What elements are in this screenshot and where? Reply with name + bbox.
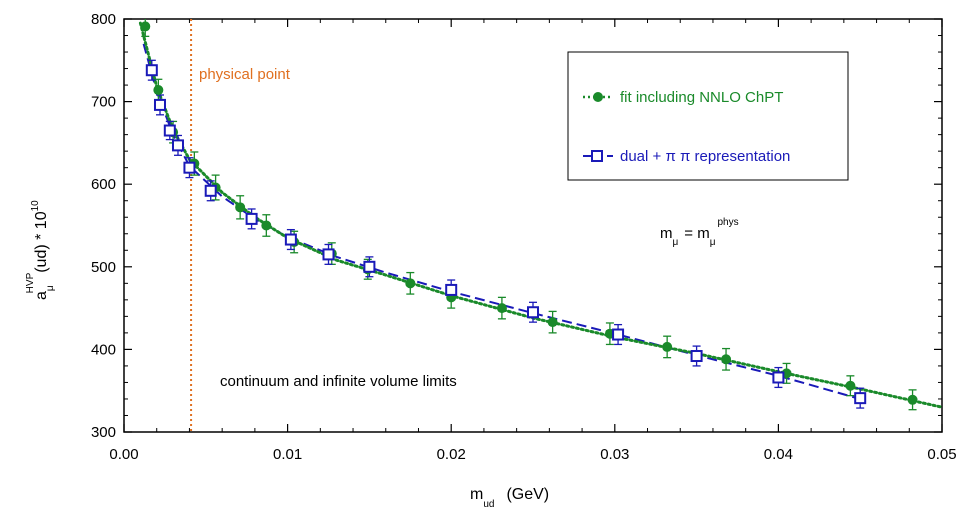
y-axis-sup: HVP (25, 272, 36, 293)
series-0-point (261, 220, 272, 231)
series-0-point (405, 278, 416, 289)
series-0-point (662, 341, 673, 352)
series-0-point (907, 394, 918, 405)
y-axis-mid: (ud) * 10 (33, 211, 50, 272)
series-1-point (612, 328, 625, 341)
mmu-m: m (660, 225, 673, 242)
series-1-point (322, 248, 335, 261)
series-0-point (235, 202, 246, 213)
legend-marker-fit (593, 92, 603, 102)
y-axis-sub: μ (45, 285, 56, 291)
y-tick-label: 800 (91, 11, 116, 28)
series-1-point (772, 371, 785, 384)
mmu-annotation: mμ= mμphys (660, 217, 739, 248)
x-tick-label: 0.03 (600, 446, 629, 463)
legend-box (567, 51, 849, 181)
series-1-point (363, 260, 376, 273)
y-tick-label: 500 (91, 259, 116, 276)
series-1-point (153, 98, 166, 111)
x-tick-label: 0.01 (273, 446, 302, 463)
axis-ticks (123, 18, 943, 433)
y-tick-label: 600 (91, 176, 116, 193)
series-1-point (690, 350, 703, 363)
axis-tick-labels: 0.00 0.01 0.02 0.03 0.04 0.05 300 400 500 600 700 8… (91, 11, 957, 463)
series-0-point (153, 85, 164, 96)
x-tick-label: 0.05 (927, 446, 956, 463)
legend-marker-dual (591, 150, 603, 162)
mmu-sub2: μ (710, 237, 716, 248)
series-0-point (547, 317, 558, 328)
physical-point-label: physical point (199, 66, 291, 83)
mmu-sup: phys (717, 217, 738, 228)
series-1-point (245, 212, 258, 225)
series-1-point (527, 306, 539, 319)
y-tick-label: 400 (91, 341, 116, 358)
series-1-point (204, 184, 217, 197)
series-0-point (496, 303, 507, 314)
x-axis-title: mud (GeV) (470, 486, 549, 510)
limits-annotation: continuum and infinite volume limits (220, 373, 457, 390)
x-tick-label: 0.00 (109, 446, 138, 463)
series-1-point (183, 161, 196, 174)
y-tick-label: 300 (91, 424, 116, 441)
series-1-point (145, 64, 158, 77)
series-1-point (284, 233, 297, 246)
x-axis-unit: (GeV) (506, 486, 549, 503)
legend-label-dual: dual + π π representation (620, 148, 790, 165)
legend-label-fit: fit including NNLO ChPT (620, 89, 783, 106)
mmu-sub: μ (673, 237, 679, 248)
y-axis-exp: 10 (30, 200, 41, 212)
series-0-point (140, 21, 151, 32)
series-0-point (845, 380, 856, 391)
x-axis-m: m (470, 486, 483, 503)
y-axis-a: a (33, 291, 50, 300)
series-1-point (854, 392, 867, 405)
series-1-point (171, 139, 184, 152)
mmu-eq: = m (684, 225, 709, 242)
y-axis-title: aμ HVP(ud) * 1010 (25, 200, 56, 300)
x-tick-label: 0.04 (764, 446, 793, 463)
data-markers (140, 21, 918, 405)
y-tick-label: 700 (91, 94, 116, 111)
x-axis-sub: ud (483, 499, 494, 510)
series-0-point (721, 354, 732, 365)
series-1-point (163, 124, 176, 137)
series-1-point (445, 283, 458, 296)
plot-frame (123, 18, 943, 433)
x-tick-label: 0.02 (437, 446, 466, 463)
legend: fit including NNLO ChPT dual + π π repre… (567, 51, 849, 181)
